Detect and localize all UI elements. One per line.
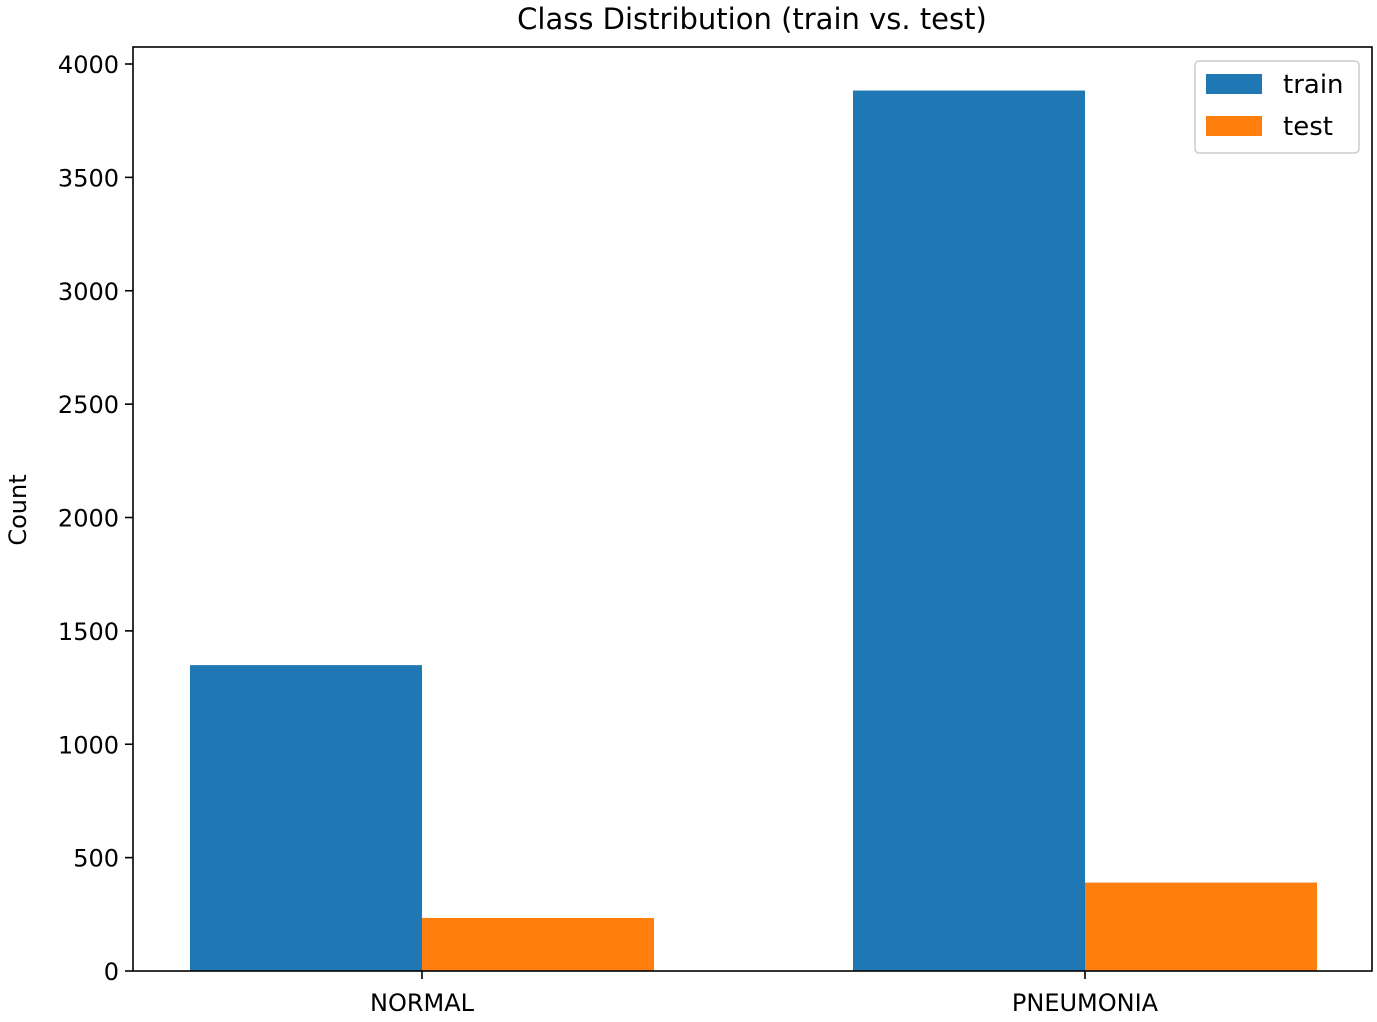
bars-group: [190, 90, 1317, 971]
y-tick-label: 2500: [58, 391, 119, 419]
y-tick-label: 3000: [58, 278, 119, 306]
plot-frame: [132, 46, 1373, 972]
y-tick-label: 2000: [58, 505, 119, 533]
y-tick-label: 1500: [58, 618, 119, 646]
legend-label-train: train: [1283, 70, 1344, 100]
x-axis-ticks: NORMAL PNEUMONIA: [370, 971, 1159, 1017]
y-tick-label: 4000: [58, 51, 119, 79]
y-tick-label: 1000: [58, 731, 119, 759]
x-tick-label-normal: NORMAL: [370, 989, 475, 1017]
y-tick-label: 500: [73, 845, 119, 873]
y-tick-label: 0: [104, 958, 119, 986]
legend-swatch-train: [1206, 74, 1262, 94]
legend-swatch-test: [1206, 116, 1262, 136]
bar-test-normal: [422, 917, 654, 971]
y-axis-label: Count: [4, 474, 32, 545]
chart-title: Class Distribution (train vs. test): [517, 2, 987, 36]
x-tick-label-pneumonia: PNEUMONIA: [1012, 989, 1159, 1017]
legend-label-test: test: [1283, 112, 1333, 142]
legend: train test: [1194, 60, 1360, 154]
bar-train-normal: [190, 665, 422, 971]
bar-test-pneumonia: [1085, 882, 1317, 971]
bar-train-pneumonia: [853, 90, 1085, 971]
y-tick-label: 3500: [58, 164, 119, 192]
y-axis-ticks: 0 500 1000 1500 2000 2500 3000 3500 4000: [58, 51, 133, 986]
